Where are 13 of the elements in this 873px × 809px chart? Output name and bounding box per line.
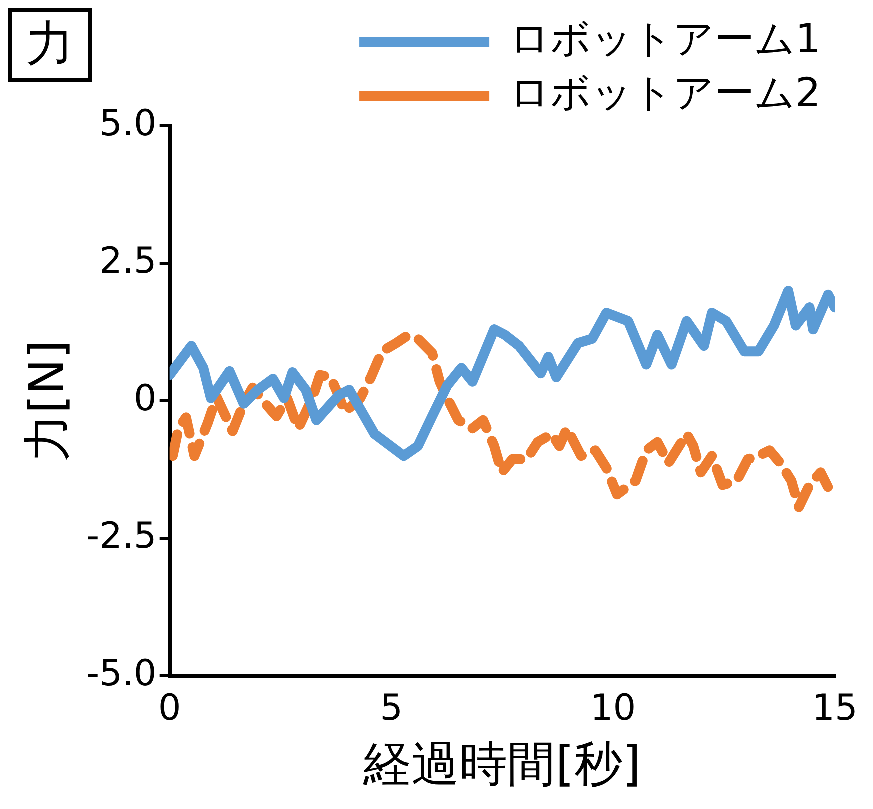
y-axis-title: 力[N]	[19, 340, 76, 462]
y-tick-label: 2.5	[100, 240, 157, 282]
y-tick-label: -5.0	[86, 654, 157, 695]
x-tick-label: 15	[812, 688, 858, 730]
chart-title: 力	[8, 8, 92, 82]
y-tick-label: 0	[134, 378, 157, 420]
y-tick-label: -2.5	[86, 516, 157, 558]
legend-label: ロボットアーム1	[510, 16, 822, 62]
y-tick-label: 5.0	[100, 103, 157, 144]
x-tick-label: 5	[380, 688, 404, 730]
x-axis-title: 経過時間[秒]	[362, 736, 642, 793]
x-tick-label: 10	[590, 688, 636, 730]
legend-label: ロボットアーム2	[510, 70, 822, 116]
